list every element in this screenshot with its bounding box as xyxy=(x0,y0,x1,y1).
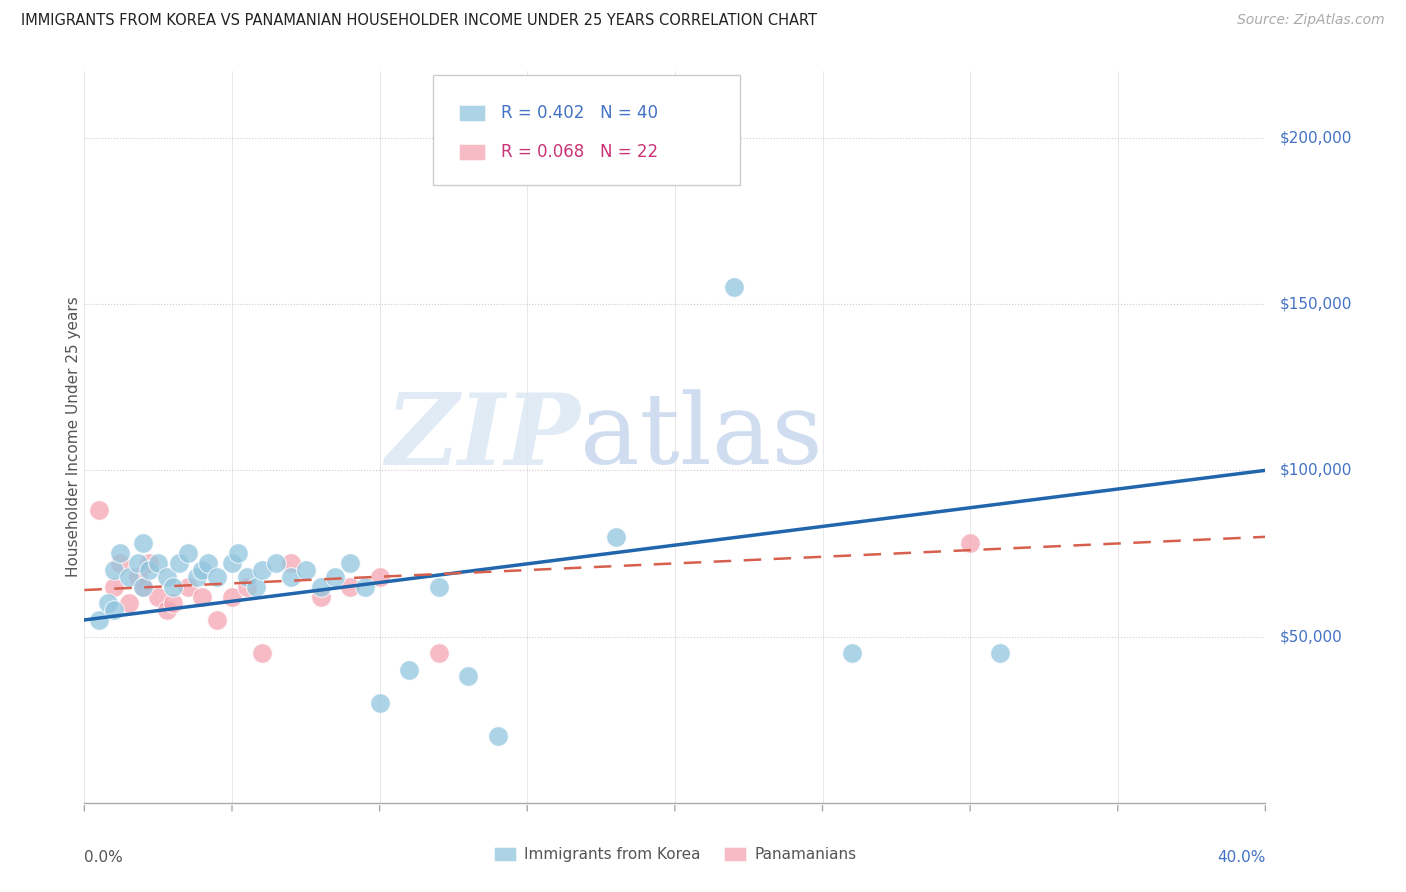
Point xyxy=(280,557,302,571)
Text: Source: ZipAtlas.com: Source: ZipAtlas.com xyxy=(1237,13,1385,28)
Point xyxy=(127,570,149,584)
Point xyxy=(250,646,273,660)
Y-axis label: Householder Income Under 25 years: Householder Income Under 25 years xyxy=(66,297,80,577)
Point xyxy=(186,570,208,584)
Point xyxy=(148,557,170,571)
Point xyxy=(309,590,332,604)
Point xyxy=(235,580,259,594)
Point xyxy=(97,596,120,610)
Point xyxy=(156,603,179,617)
FancyBboxPatch shape xyxy=(433,75,740,185)
Point xyxy=(177,546,200,560)
Point xyxy=(368,570,391,584)
Point xyxy=(323,570,347,584)
Point xyxy=(103,603,125,617)
Point xyxy=(162,596,184,610)
Text: 40.0%: 40.0% xyxy=(1218,850,1265,865)
Point xyxy=(457,669,479,683)
Point xyxy=(264,557,288,571)
Point xyxy=(235,570,259,584)
Point xyxy=(108,557,131,571)
Point xyxy=(132,580,155,594)
Point xyxy=(339,580,361,594)
Point xyxy=(103,580,125,594)
Point xyxy=(197,557,219,571)
Text: R = 0.068   N = 22: R = 0.068 N = 22 xyxy=(502,143,658,161)
Point xyxy=(988,646,1011,660)
Point xyxy=(191,590,214,604)
Point xyxy=(354,580,377,594)
Point xyxy=(250,563,273,577)
Point xyxy=(118,570,141,584)
Point xyxy=(148,590,170,604)
Text: $50,000: $50,000 xyxy=(1279,629,1343,644)
Point xyxy=(132,580,155,594)
Point xyxy=(226,546,249,560)
Point xyxy=(280,570,302,584)
Text: IMMIGRANTS FROM KOREA VS PANAMANIAN HOUSEHOLDER INCOME UNDER 25 YEARS CORRELATIO: IMMIGRANTS FROM KOREA VS PANAMANIAN HOUS… xyxy=(21,13,817,29)
Text: atlas: atlas xyxy=(581,389,823,485)
Point xyxy=(486,729,509,743)
Point xyxy=(138,557,160,571)
Point xyxy=(309,580,332,594)
Point xyxy=(723,280,745,294)
Point xyxy=(841,646,863,660)
Point xyxy=(605,530,627,544)
Point xyxy=(167,557,190,571)
FancyBboxPatch shape xyxy=(458,144,485,160)
Point xyxy=(103,563,125,577)
Text: $150,000: $150,000 xyxy=(1279,297,1351,311)
Point xyxy=(87,613,111,627)
Point xyxy=(245,580,267,594)
Point xyxy=(427,646,450,660)
Point xyxy=(959,536,981,550)
Legend: Immigrants from Korea, Panamanians: Immigrants from Korea, Panamanians xyxy=(488,841,862,868)
Point xyxy=(132,536,155,550)
Point xyxy=(398,663,420,677)
Point xyxy=(127,557,149,571)
Point xyxy=(108,546,131,560)
Point xyxy=(205,613,228,627)
Point xyxy=(368,696,391,710)
Point xyxy=(118,596,141,610)
Point xyxy=(162,580,184,594)
Point xyxy=(87,503,111,517)
Point xyxy=(138,563,160,577)
Text: R = 0.402   N = 40: R = 0.402 N = 40 xyxy=(502,104,658,122)
Point xyxy=(221,557,243,571)
Point xyxy=(205,570,228,584)
Text: 0.0%: 0.0% xyxy=(84,850,124,865)
Text: $200,000: $200,000 xyxy=(1279,130,1351,145)
Point xyxy=(339,557,361,571)
Point xyxy=(156,570,179,584)
FancyBboxPatch shape xyxy=(458,105,485,121)
Point xyxy=(191,563,214,577)
Point xyxy=(295,563,318,577)
Point xyxy=(427,580,450,594)
Point xyxy=(177,580,200,594)
Point xyxy=(221,590,243,604)
Text: ZIP: ZIP xyxy=(385,389,581,485)
Text: $100,000: $100,000 xyxy=(1279,463,1351,478)
